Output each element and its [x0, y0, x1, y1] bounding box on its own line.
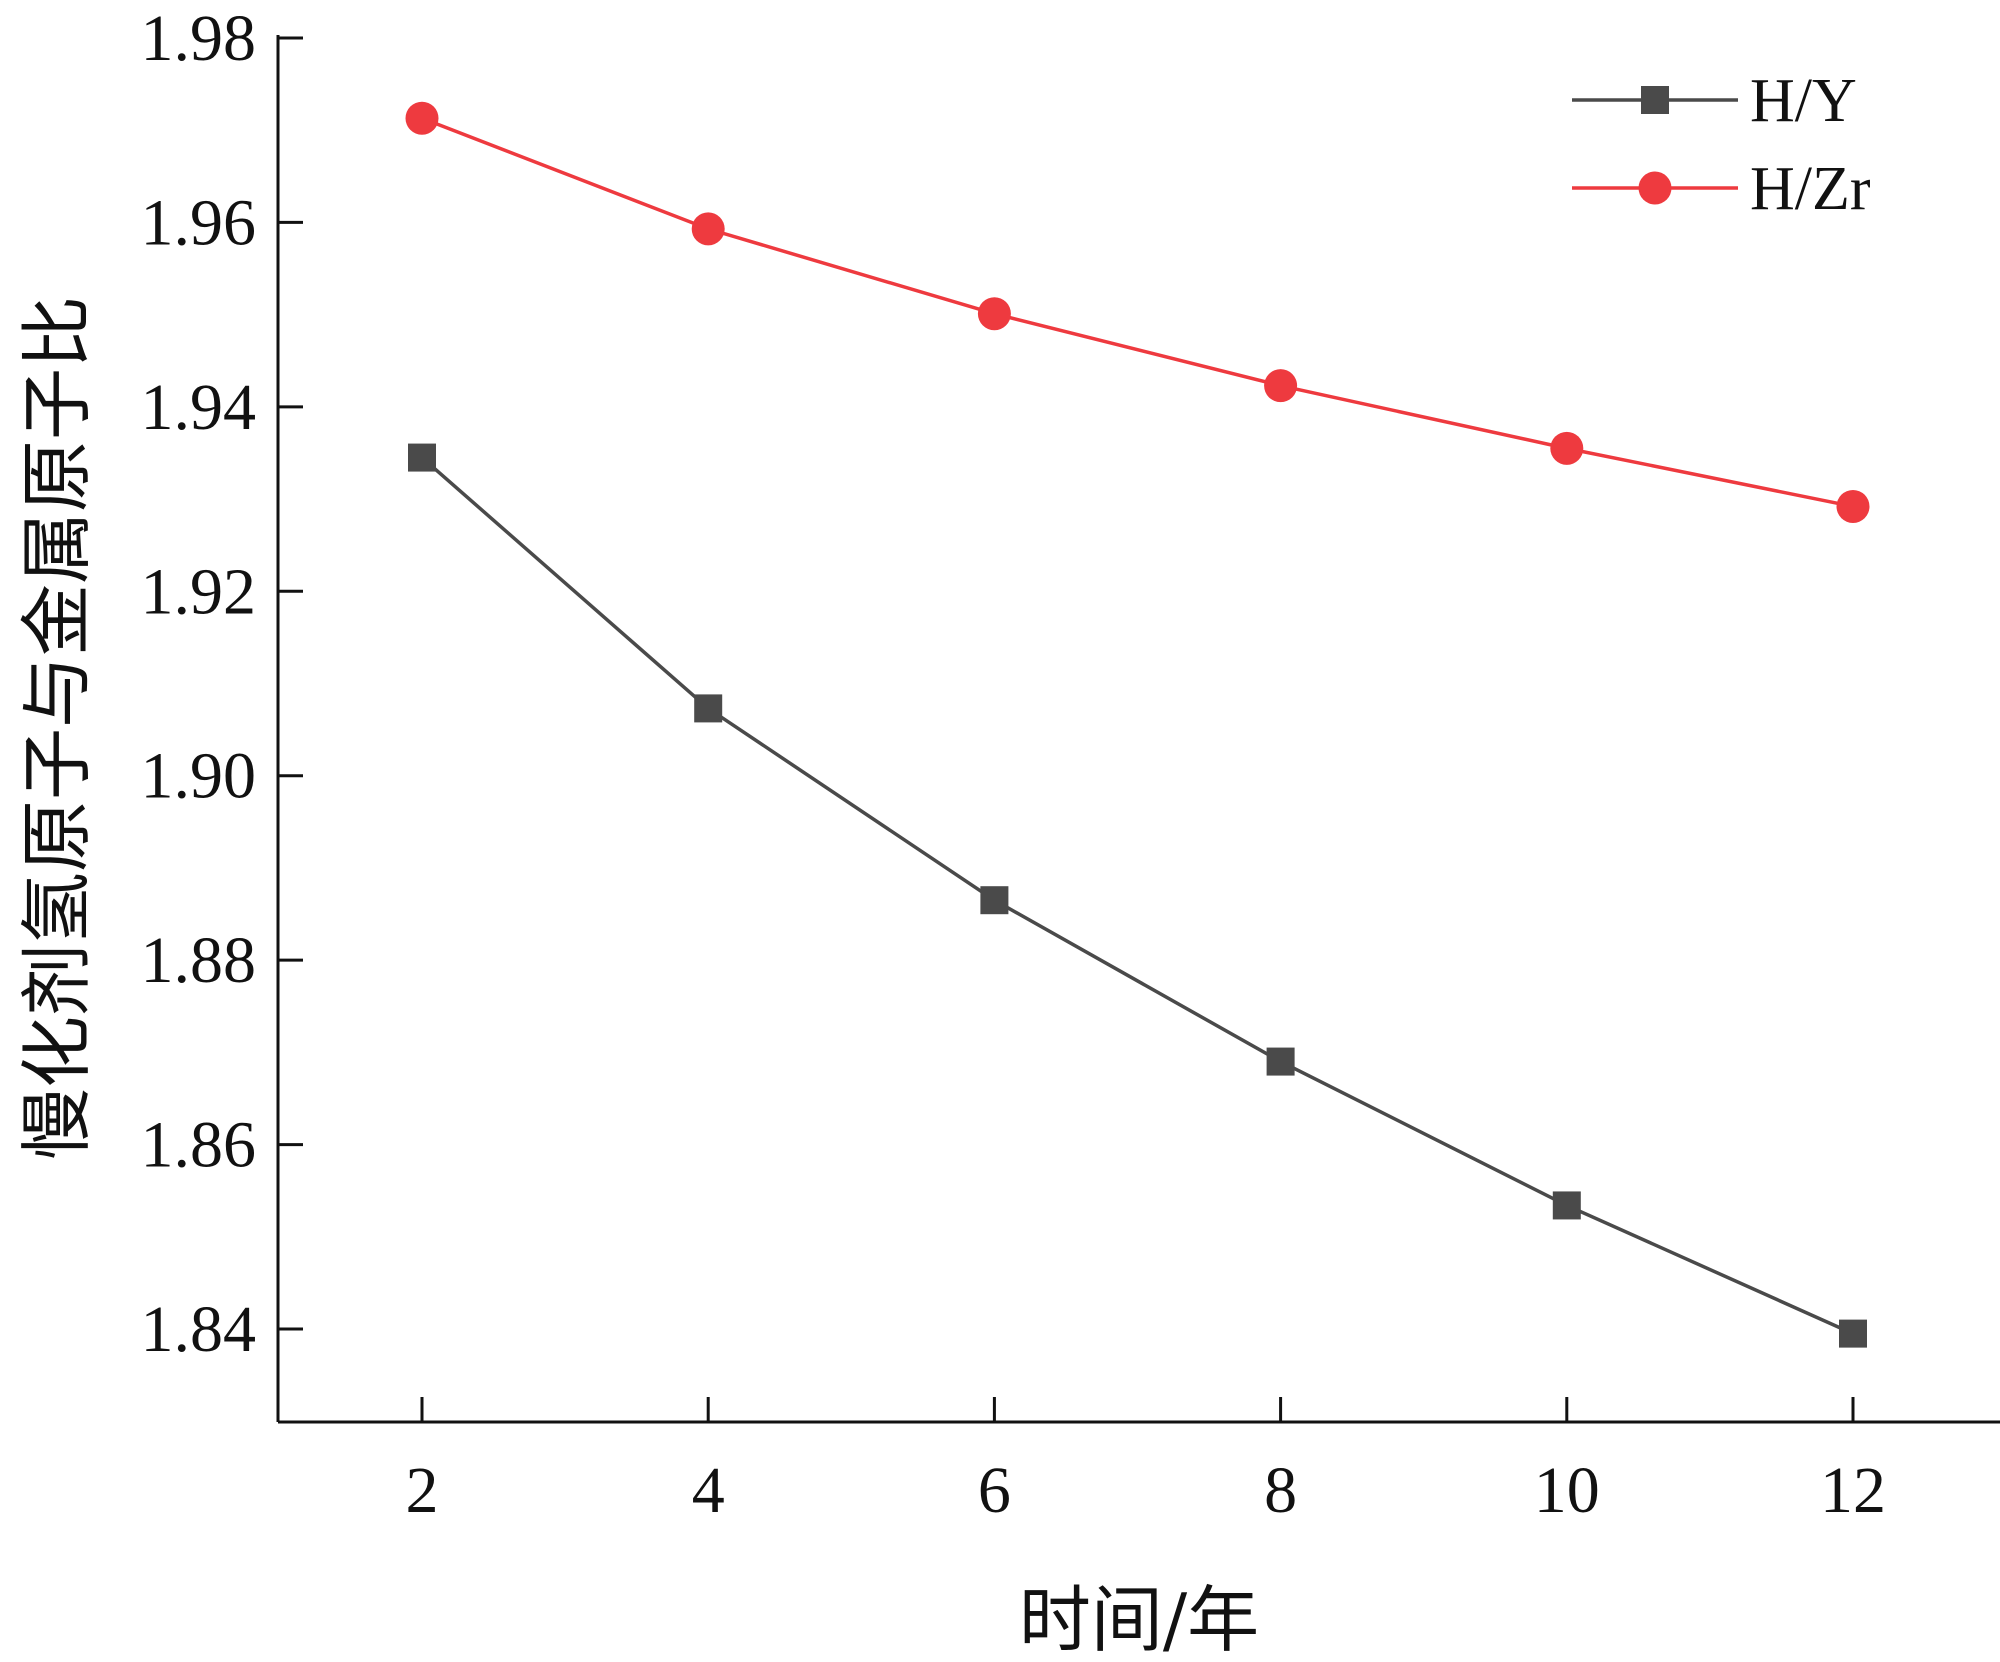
y-axis-title: 慢化剂氢原子与金属原子比	[15, 296, 99, 1160]
y-tick-label: 1.94	[141, 371, 257, 444]
x-ticks: 2 4 6 8 10 12	[406, 1397, 1886, 1527]
series-line	[421, 116, 1854, 509]
y-tick-label: 1.88	[141, 924, 257, 997]
y-ticks: 1.84 1.86 1.88 1.90 1.92 1.94 1.96 1.98	[141, 2, 303, 1366]
data-point-square	[1839, 1319, 1867, 1348]
data-point-square	[1266, 1047, 1295, 1076]
legend-marker-square	[1641, 86, 1669, 114]
data-point-circle	[977, 297, 1011, 331]
y-tick-label: 1.98	[141, 2, 257, 75]
series-square	[408, 443, 1867, 1348]
x-tick-label: 6	[978, 1454, 1011, 1527]
axes	[276, 35, 2000, 1424]
y-tick-label: 1.86	[141, 1109, 257, 1182]
data-point-circle	[1836, 489, 1870, 523]
data-point-square	[694, 694, 723, 723]
x-tick-label: 12	[1820, 1454, 1886, 1527]
data-point-circle	[691, 212, 725, 246]
legend-label: H/Y	[1750, 67, 1857, 135]
y-tick-label: 1.90	[141, 740, 257, 813]
legend: H/Y H/Zr	[1572, 67, 1871, 223]
x-tick-label: 2	[406, 1454, 439, 1527]
data-point-square	[1552, 1191, 1581, 1220]
series-circle	[405, 101, 1870, 523]
data-point-circle	[1264, 369, 1298, 403]
legend-marker-circle	[1638, 171, 1672, 205]
data-point-square	[980, 886, 1009, 915]
y-tick-label: 1.92	[141, 555, 257, 628]
x-tick-label: 8	[1264, 1454, 1297, 1527]
series-layer	[405, 101, 1870, 1348]
x-axis-title: 时间/年	[1019, 1578, 1259, 1662]
x-tick-label: 10	[1534, 1454, 1600, 1527]
legend-label: H/Zr	[1750, 155, 1871, 223]
x-tick-label: 4	[692, 1454, 725, 1527]
data-point-square	[408, 443, 436, 472]
data-point-circle	[1550, 431, 1584, 465]
y-tick-label: 1.84	[141, 1293, 257, 1366]
series-line	[420, 456, 1854, 1336]
y-tick-label: 1.96	[141, 186, 257, 259]
data-point-circle	[405, 101, 439, 135]
